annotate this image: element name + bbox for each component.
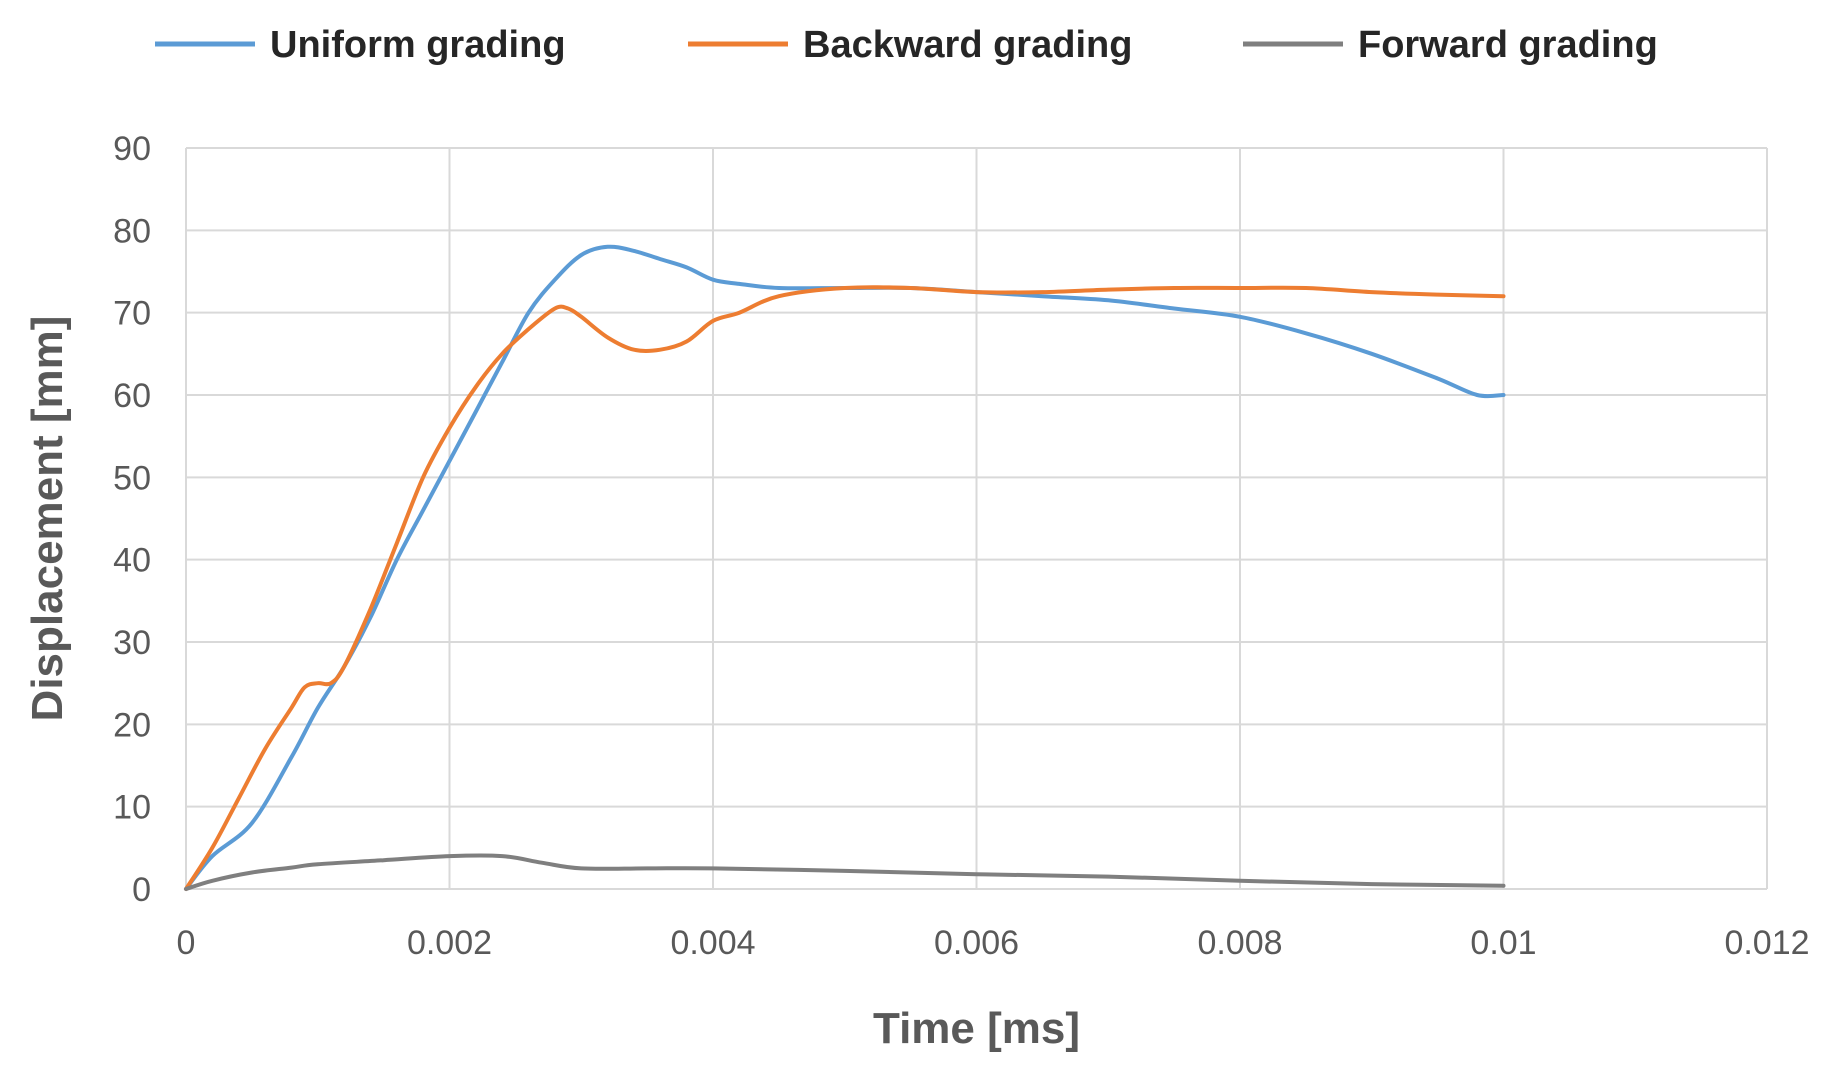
forward-grading-line: [184, 853, 1506, 891]
y-tick-label: 60: [113, 377, 151, 415]
backward-grading-legend-label: Backward grading: [803, 24, 1132, 66]
x-tick-label: 0.012: [1724, 924, 1809, 962]
series-lines: [184, 244, 1506, 891]
y-tick-label: 50: [113, 459, 151, 497]
y-tick-label: 40: [113, 542, 151, 580]
y-tick-label: 30: [113, 624, 151, 662]
y-tick-label: 90: [113, 130, 151, 168]
x-tick-label: 0.002: [407, 924, 492, 962]
forward-grading-legend-label: Forward grading: [1358, 24, 1658, 66]
uniform-grading-line: [184, 244, 1506, 891]
y-tick-label: 20: [113, 706, 151, 744]
y-tick-label: 10: [113, 789, 151, 827]
y-tick-label: 0: [132, 871, 151, 909]
x-tick-label: 0.006: [934, 924, 1019, 962]
x-tick-label: 0.008: [1197, 924, 1282, 962]
x-tick-label: 0.01: [1470, 924, 1536, 962]
x-tick-label: 0: [177, 924, 196, 962]
uniform-grading-legend-label: Uniform grading: [270, 24, 566, 66]
y-tick-label: 70: [113, 295, 151, 333]
x-axis-title: Time [ms]: [873, 1004, 1080, 1053]
tick-labels: 0 0.002 0.004 0.006 0.008 0.01 0.012 0 10 20 30 40 5…: [113, 130, 1809, 962]
chart-legend: Uniform grading Backward grading Forward g…: [155, 24, 1658, 66]
y-axis-title: Displacement [mm]: [23, 316, 72, 722]
y-tick-label: 80: [113, 212, 151, 250]
backward-grading-line: [184, 285, 1506, 891]
x-tick-label: 0.004: [670, 924, 755, 962]
gridlines: [185, 147, 1768, 890]
